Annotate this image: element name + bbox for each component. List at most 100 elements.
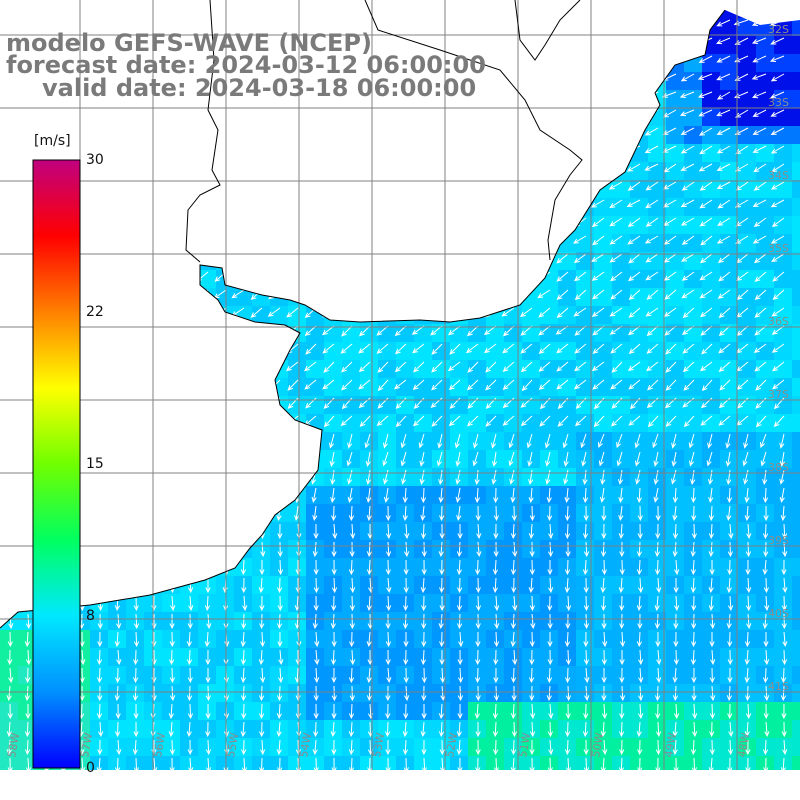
wind-arrow bbox=[439, 739, 445, 756]
wind-arrow bbox=[647, 379, 659, 391]
wind-arrow bbox=[563, 469, 569, 485]
wind-arrow bbox=[123, 253, 137, 263]
wind-arrow bbox=[644, 55, 659, 63]
latitude-label: 39S bbox=[768, 534, 789, 547]
wind-arrow bbox=[564, 631, 571, 648]
wind-arrow bbox=[746, 523, 752, 540]
wind-arrow bbox=[617, 469, 624, 485]
wind-arrow bbox=[591, 217, 605, 228]
wind-arrow bbox=[492, 577, 498, 594]
wind-arrow bbox=[519, 307, 533, 318]
wind-arrow bbox=[87, 199, 101, 208]
wind-arrow bbox=[249, 145, 263, 154]
wind-arrow bbox=[437, 433, 443, 449]
wind-arrow bbox=[320, 19, 335, 27]
wind-arrow bbox=[500, 181, 515, 190]
wind-arrow bbox=[672, 739, 678, 756]
wind-arrow bbox=[574, 343, 587, 354]
wind-arrow bbox=[322, 379, 335, 390]
wind-arrow bbox=[448, 415, 461, 427]
wind-arrow bbox=[403, 577, 409, 594]
wind-arrow bbox=[583, 631, 589, 648]
wind-arrow bbox=[375, 289, 389, 299]
wind-arrow bbox=[654, 595, 660, 612]
wind-arrow bbox=[772, 289, 785, 300]
wind-arrow bbox=[608, 163, 623, 172]
wind-arrow bbox=[385, 559, 391, 576]
wind-arrow bbox=[728, 721, 734, 738]
wind-arrow bbox=[212, 19, 227, 27]
wind-arrow bbox=[672, 667, 678, 684]
wind-arrow bbox=[338, 181, 353, 189]
wind-arrow bbox=[627, 235, 641, 245]
latitude-label: 32S bbox=[768, 23, 789, 36]
wind-arrow bbox=[548, 523, 554, 540]
wind-arrow bbox=[753, 217, 767, 227]
wind-arrow bbox=[751, 73, 767, 80]
wind-arrow bbox=[292, 451, 299, 467]
wind-arrow bbox=[665, 415, 677, 428]
wind-arrow bbox=[275, 469, 281, 485]
wind-arrow bbox=[420, 577, 426, 594]
wind-arrow bbox=[431, 415, 443, 427]
wind-arrow bbox=[484, 343, 497, 354]
wind-arrow bbox=[106, 271, 119, 282]
wind-arrow bbox=[214, 343, 227, 354]
wind-arrow bbox=[420, 721, 426, 738]
wind-arrow bbox=[647, 415, 659, 428]
wind-arrow bbox=[644, 145, 659, 154]
wind-arrow bbox=[252, 415, 263, 428]
wind-arrow bbox=[565, 649, 572, 666]
wind-arrow bbox=[500, 145, 515, 154]
wind-arrow bbox=[482, 235, 497, 244]
wind-arrow bbox=[428, 109, 443, 118]
wind-arrow bbox=[656, 649, 662, 666]
wind-arrow bbox=[600, 577, 606, 594]
wind-arrow bbox=[779, 433, 785, 449]
wind-arrow bbox=[322, 271, 335, 282]
wind-arrow bbox=[645, 181, 659, 191]
wind-arrow bbox=[7, 757, 13, 770]
wind-arrow bbox=[611, 415, 623, 427]
wind-arrow bbox=[87, 253, 101, 264]
wind-arrow bbox=[97, 721, 104, 738]
wind-arrow bbox=[349, 595, 355, 612]
wind-arrow bbox=[286, 289, 299, 300]
wind-arrow bbox=[780, 685, 787, 702]
wind-arrow bbox=[268, 415, 281, 427]
wind-arrow bbox=[770, 73, 785, 82]
wind-arrow bbox=[321, 163, 335, 173]
wind-arrow bbox=[636, 595, 642, 612]
wind-arrow bbox=[124, 307, 137, 318]
wind-arrow bbox=[744, 487, 750, 504]
wind-arrow bbox=[250, 307, 263, 318]
wind-arrow bbox=[392, 127, 407, 135]
wind-arrow bbox=[304, 361, 317, 372]
wind-arrow bbox=[708, 523, 715, 540]
wind-arrow bbox=[249, 235, 263, 246]
wind-arrow bbox=[529, 739, 535, 756]
wind-arrow bbox=[511, 685, 517, 702]
wind-arrow bbox=[79, 559, 86, 576]
wind-arrow bbox=[115, 721, 121, 738]
wind-arrow bbox=[205, 757, 212, 770]
wind-arrow bbox=[744, 667, 750, 684]
wind-arrow bbox=[698, 55, 713, 63]
wind-arrow bbox=[348, 505, 355, 522]
wind-arrow bbox=[520, 343, 533, 354]
longitude-label: 48W bbox=[735, 732, 752, 759]
wind-arrow bbox=[321, 289, 335, 299]
wind-arrow bbox=[230, 145, 245, 154]
wind-arrow bbox=[213, 199, 227, 209]
wind-arrow bbox=[582, 487, 589, 504]
wind-arrow bbox=[475, 595, 482, 612]
wind-arrow bbox=[15, 253, 29, 264]
wind-arrow bbox=[465, 163, 479, 173]
wind-arrow bbox=[122, 127, 137, 136]
wind-arrow bbox=[447, 181, 461, 190]
wind-arrow bbox=[239, 487, 245, 503]
wind-arrow bbox=[544, 433, 551, 449]
wind-arrow bbox=[421, 541, 427, 558]
wind-arrow bbox=[115, 703, 121, 720]
wind-arrow bbox=[188, 595, 194, 612]
